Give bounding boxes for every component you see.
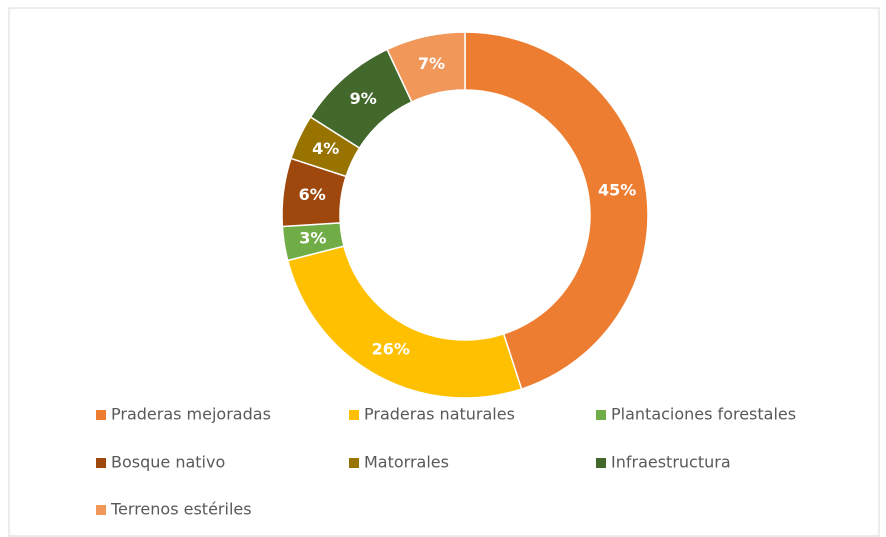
legend-swatch xyxy=(96,458,106,468)
legend-swatch xyxy=(596,458,606,468)
donut-segment xyxy=(286,245,523,399)
legend-label: Infraestructura xyxy=(611,453,731,472)
legend-swatch xyxy=(349,458,359,468)
donut-segment xyxy=(464,31,649,390)
legend-label: Praderas mejoradas xyxy=(111,405,271,424)
data-label: 9% xyxy=(350,89,377,108)
chart-frame xyxy=(8,7,880,537)
legend-swatch xyxy=(349,410,359,420)
legend-label: Praderas naturales xyxy=(364,405,515,424)
legend-swatch xyxy=(96,410,106,420)
data-label: 6% xyxy=(299,185,326,204)
legend-label: Bosque nativo xyxy=(111,453,225,472)
legend-label: Terrenos estériles xyxy=(110,500,252,519)
donut-segment xyxy=(386,31,466,103)
data-label: 45% xyxy=(598,180,636,199)
legend-label: Plantaciones forestales xyxy=(611,405,796,424)
legend-swatch xyxy=(596,410,606,420)
data-label: 3% xyxy=(299,229,326,248)
data-label: 7% xyxy=(418,54,445,73)
data-label: 4% xyxy=(312,139,339,158)
legend-label: Matorrales xyxy=(364,453,449,472)
data-label: 26% xyxy=(372,339,410,358)
legend-swatch xyxy=(96,505,106,515)
